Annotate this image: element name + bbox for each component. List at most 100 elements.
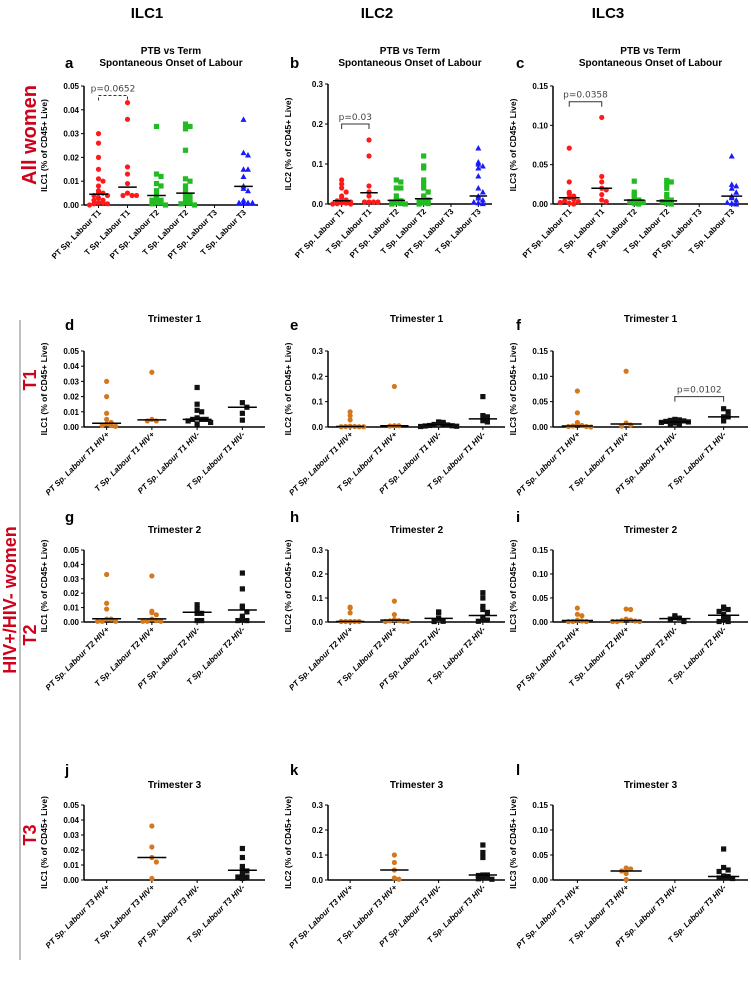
data-point bbox=[402, 201, 408, 207]
panel-letter: i bbox=[516, 509, 520, 526]
data-point bbox=[144, 618, 150, 624]
data-point bbox=[716, 868, 722, 875]
data-point bbox=[239, 586, 245, 592]
y-axis-label: ILC3 (% of CD45+ Live) bbox=[508, 98, 518, 191]
y-tick-label: 0.03 bbox=[63, 377, 79, 386]
y-tick-label: 0.0 bbox=[312, 423, 324, 432]
data-point bbox=[100, 178, 106, 184]
data-point bbox=[124, 100, 131, 106]
data-point bbox=[133, 192, 140, 199]
data-point bbox=[194, 610, 200, 616]
data-point bbox=[721, 611, 727, 617]
data-point bbox=[104, 410, 110, 416]
p-value-label: p=0.0102 bbox=[677, 386, 722, 396]
data-point bbox=[366, 183, 372, 189]
data-point bbox=[343, 200, 349, 206]
data-point bbox=[239, 871, 245, 877]
panel-title: Trimester 1 bbox=[624, 314, 678, 325]
data-point bbox=[728, 200, 735, 206]
row-label-hiv-women: HIV+/HIV- women bbox=[0, 526, 20, 674]
data-point bbox=[187, 192, 193, 199]
panel-letter: g bbox=[65, 509, 74, 526]
data-point bbox=[149, 197, 155, 203]
data-point bbox=[475, 161, 482, 167]
data-point bbox=[208, 419, 214, 426]
data-point bbox=[239, 845, 245, 852]
y-tick-label: 0.15 bbox=[532, 546, 548, 555]
data-point bbox=[178, 201, 184, 207]
y-tick-label: 0.0 bbox=[312, 618, 324, 627]
significance-bracket bbox=[674, 396, 725, 402]
data-point bbox=[366, 137, 372, 143]
panel-title: Spontaneous Onset of Labour bbox=[99, 58, 242, 69]
significance-bracket bbox=[98, 95, 128, 101]
data-point bbox=[681, 418, 687, 424]
data-point bbox=[436, 420, 442, 426]
data-point bbox=[104, 600, 110, 606]
data-point bbox=[579, 613, 585, 619]
data-point bbox=[676, 417, 682, 423]
data-point bbox=[664, 191, 670, 198]
y-tick-label: 0.03 bbox=[63, 831, 79, 840]
data-point bbox=[599, 179, 605, 185]
data-point bbox=[425, 197, 431, 203]
data-point bbox=[149, 610, 155, 616]
x-tick-label: PT Sp. Labour T1 bbox=[50, 208, 103, 261]
data-point bbox=[95, 195, 102, 201]
data-point bbox=[480, 874, 486, 881]
data-point bbox=[104, 416, 110, 422]
y-tick-label: 0.10 bbox=[532, 372, 548, 381]
data-point bbox=[239, 854, 245, 861]
data-point bbox=[484, 414, 490, 420]
data-point bbox=[120, 192, 126, 199]
data-point bbox=[733, 201, 740, 207]
data-point bbox=[475, 145, 482, 151]
data-point bbox=[91, 197, 97, 203]
y-axis-label: ILC3 (% of CD45+ Live) bbox=[508, 796, 518, 889]
data-point bbox=[240, 199, 247, 206]
data-point bbox=[728, 194, 735, 201]
y-axis-label: ILC2 (% of CD45+ Live) bbox=[283, 97, 293, 190]
data-point bbox=[366, 199, 372, 205]
data-point bbox=[245, 166, 251, 172]
data-point bbox=[628, 606, 634, 613]
data-point bbox=[104, 378, 110, 384]
panel-title: Trimester 2 bbox=[624, 525, 678, 536]
data-point bbox=[330, 201, 336, 207]
data-point bbox=[391, 611, 397, 618]
y-tick-label: 0.01 bbox=[63, 861, 79, 870]
data-point bbox=[187, 123, 193, 130]
data-point bbox=[182, 200, 189, 206]
data-point bbox=[475, 165, 482, 171]
data-point bbox=[144, 418, 150, 424]
data-point bbox=[421, 185, 427, 191]
y-tick-label: 0.05 bbox=[532, 398, 548, 407]
y-tick-label: 0.04 bbox=[63, 560, 79, 569]
panel-i: i Trimester 2 0.00 0.05 0.10 0.15 ILC3 (% of C… bbox=[508, 509, 748, 692]
y-tick-label: 0.0 bbox=[312, 876, 324, 885]
data-point bbox=[239, 863, 245, 870]
data-point bbox=[566, 145, 572, 151]
data-point bbox=[668, 179, 674, 185]
panel-title: Trimester 3 bbox=[390, 780, 444, 791]
data-point bbox=[484, 875, 490, 881]
data-point bbox=[398, 185, 404, 191]
data-point bbox=[489, 876, 495, 882]
data-point bbox=[574, 410, 580, 416]
row-label-t3: T3 bbox=[20, 824, 40, 845]
y-tick-label: 0.05 bbox=[63, 546, 79, 555]
p-value-label: p=0.0358 bbox=[563, 91, 608, 101]
data-point bbox=[721, 406, 727, 412]
y-tick-label: 0.3 bbox=[312, 546, 324, 555]
y-tick-label: 0.3 bbox=[312, 80, 324, 89]
data-point bbox=[391, 875, 397, 881]
y-tick-label: 0.02 bbox=[63, 393, 79, 402]
data-point bbox=[185, 418, 191, 424]
data-point bbox=[728, 181, 735, 187]
data-point bbox=[100, 200, 106, 206]
panel-h: h Trimester 2 0.0 0.1 0.2 0.3 ILC2 (% of CD45+… bbox=[283, 509, 505, 692]
data-point bbox=[104, 201, 111, 207]
y-tick-label: 0.00 bbox=[532, 423, 548, 432]
